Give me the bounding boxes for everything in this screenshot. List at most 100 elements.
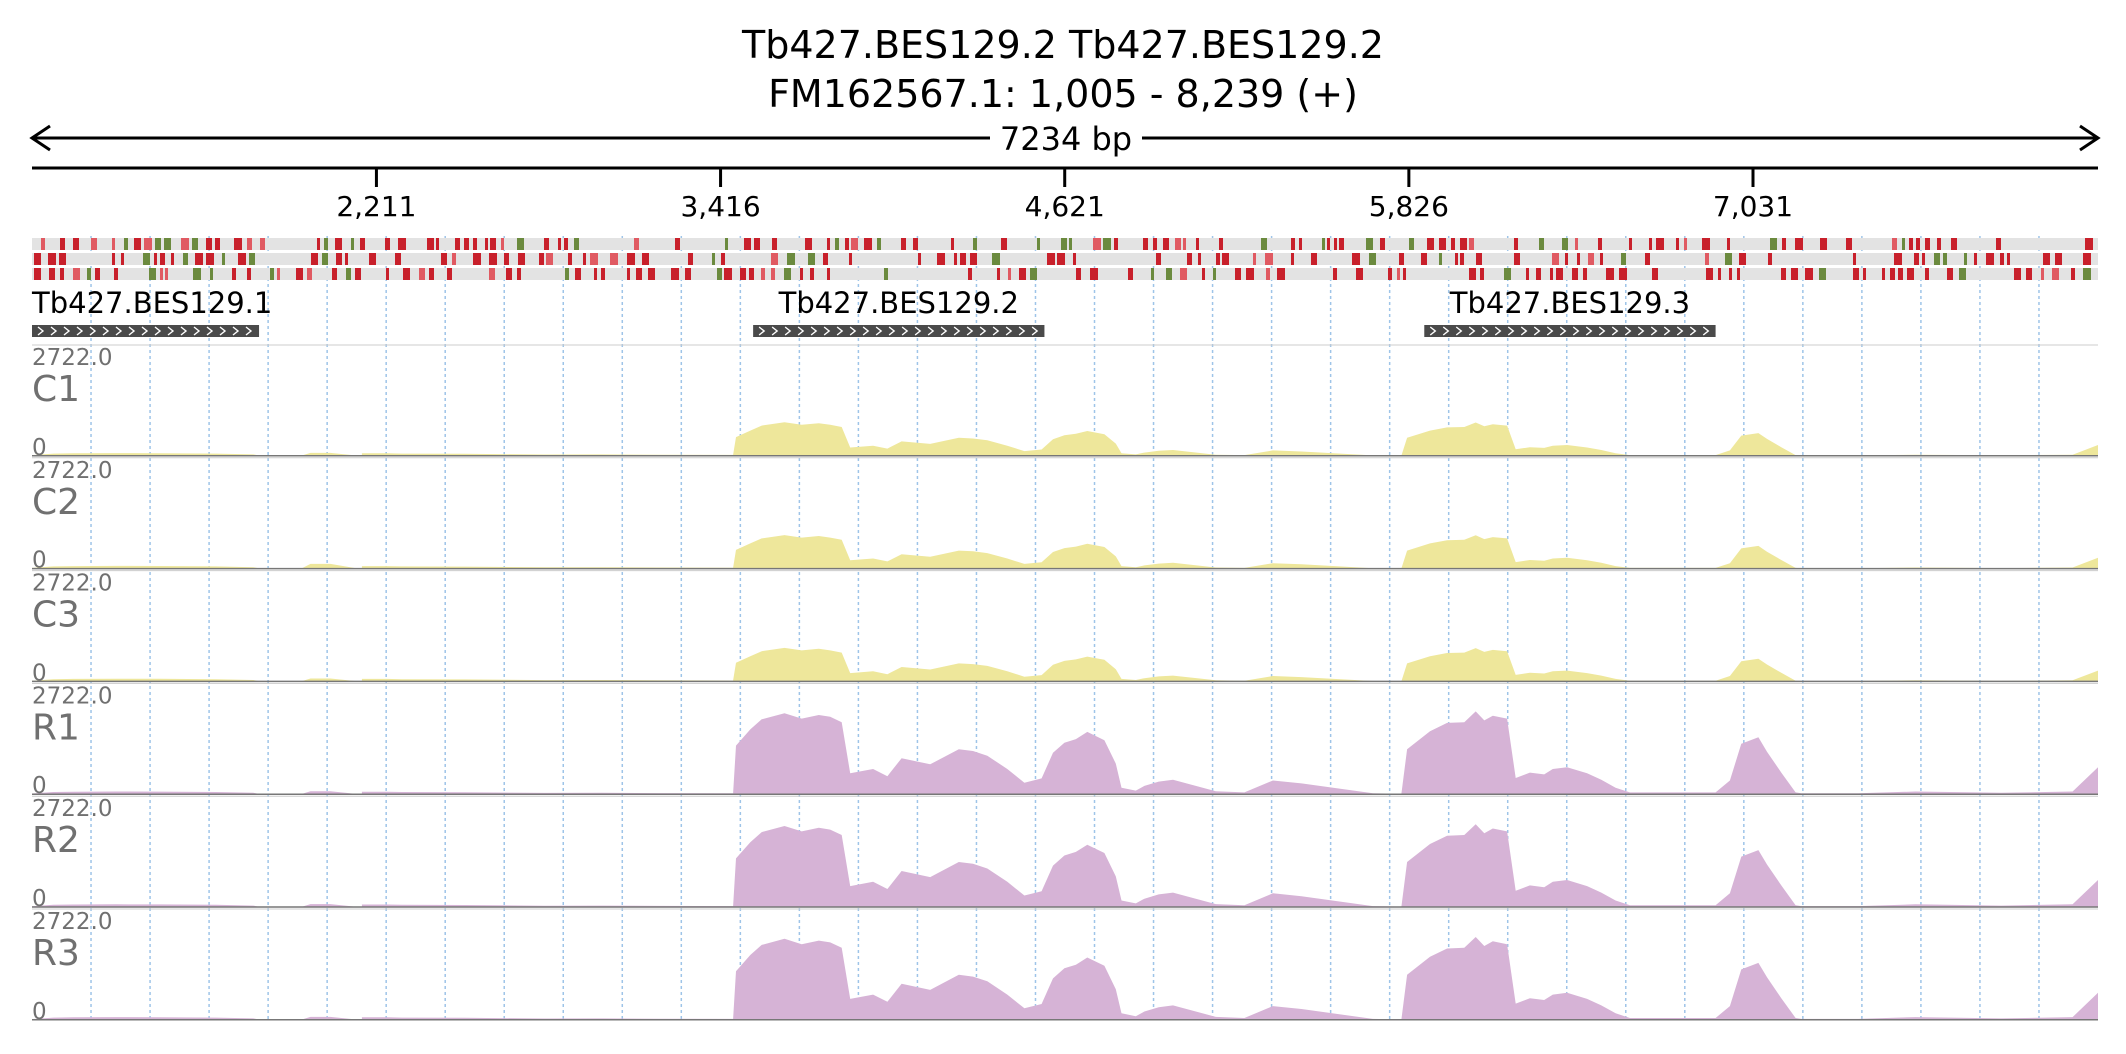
sequence-mark [464,238,469,250]
sequence-mark [2041,268,2044,280]
sequence-mark [864,238,872,250]
sequence-mark [210,268,213,280]
sequence-mark [1902,238,1905,250]
strand-arrow-icon [1624,326,1632,336]
sequence-mark [1187,253,1192,265]
sequence-mark [234,238,242,250]
sequence-mark [355,268,361,280]
sequence-mark [1770,238,1777,250]
sequence-mark [1588,253,1594,265]
sequence-mark [160,253,165,265]
coverage-track: 2722.0R2 0 [32,795,2098,912]
sequence-mark [1791,268,1798,280]
span-arrow: 7234 bp [29,120,2101,158]
strand-arrow-icon [849,326,857,336]
sequence-mark [772,238,777,250]
sequence-mark [489,268,495,280]
track-min-label: 0 [32,999,47,1025]
strand-arrow-icon [1533,326,1541,336]
sequence-mark [311,253,318,265]
strand-arrow-icon [1031,326,1039,336]
sequence-mark [1514,238,1518,250]
sequence-mark [784,268,791,280]
sequence-mark [1156,253,1161,265]
sequence-mark [155,238,161,250]
sequence-mark [1311,253,1317,265]
sequence-mark [849,253,852,265]
sequence-mark [2043,253,2050,265]
sequence-mark [2052,268,2059,280]
sequence-mark [517,268,521,280]
page-title: Tb427.BES129.2 Tb427.BES129.2 [741,23,1384,67]
sequence-mark [1153,238,1157,250]
sequence-mark [2014,268,2021,280]
arrow-left-icon [29,124,51,152]
sequence-mark [1175,238,1181,250]
sequence-mark [1047,253,1055,265]
sequence-mark [1460,238,1467,250]
sequence-mark [1202,268,1205,280]
sequence-mark [1539,238,1544,250]
sequence-mark [1480,268,1484,280]
sequence-mark [49,268,55,280]
sequence-mark [1552,253,1559,265]
sequence-mark [1898,268,1903,280]
sequence-mark [749,268,754,280]
sequence-mark [260,238,265,250]
sequence-row [32,268,2098,280]
strand-arrow-icon [167,326,175,336]
sequence-mark [761,268,765,280]
coverage-area [32,711,2098,795]
strand-arrow-icon [797,326,805,336]
sequence-mark [642,253,649,265]
sequence-mark [2083,253,2091,265]
strand-arrow-icon [180,326,188,336]
sequence-mark [1556,268,1563,280]
strand-arrow-icon [89,326,97,336]
sequence-mark [1916,238,1920,250]
sequence-mark [60,268,64,280]
strand-arrow-icon [1676,326,1684,336]
sequence-mark [427,238,434,250]
sequence-mark [114,268,118,280]
strand-arrow-icon [1611,326,1619,336]
strand-arrow-icon [862,326,870,336]
sequence-mark [1934,253,1940,265]
sequence-mark [583,253,586,265]
sequence-mark [270,268,274,280]
coverage-track: 2722.0C3 0 [32,570,2098,686]
strand-arrow-icon [245,326,253,336]
sequence-mark [992,253,1000,265]
sequence-mark [568,253,572,265]
sequence-mark [1782,238,1786,250]
sequence-mark [324,238,328,250]
sequence-mark [134,238,141,250]
sequence-mark [1427,238,1434,250]
sequence-mark [544,238,549,250]
sequence-mark [771,268,775,280]
sequence-mark [968,268,972,280]
sequence-mark [1925,268,1929,280]
sequence-mark [1291,253,1294,265]
sequence-mark [808,253,815,265]
sequence-mark [590,253,598,265]
sequence-mark [1652,268,1658,280]
sequence-mark [1598,238,1602,250]
sequence-mark [845,238,849,250]
sequence-mark [1222,253,1229,265]
sequence-mark [1575,238,1578,250]
sequence-mark [1356,268,1363,280]
track-max-label: 2722.0 [32,796,112,822]
coverage-track: 2722.0C1 0 [32,344,2098,461]
sequence-mark [1619,268,1627,280]
sequence-mark [335,238,342,250]
sequence-mark [1322,238,1325,250]
strand-arrow-icon [784,326,792,336]
sequence-mark [884,268,888,280]
sequence-mark [322,253,328,265]
sequence-mark [238,253,246,265]
sequence-mark [823,253,828,265]
sequence-mark [386,268,389,280]
ruler-tick-label: 2,211 [336,190,416,223]
sequence-mark [671,268,679,280]
